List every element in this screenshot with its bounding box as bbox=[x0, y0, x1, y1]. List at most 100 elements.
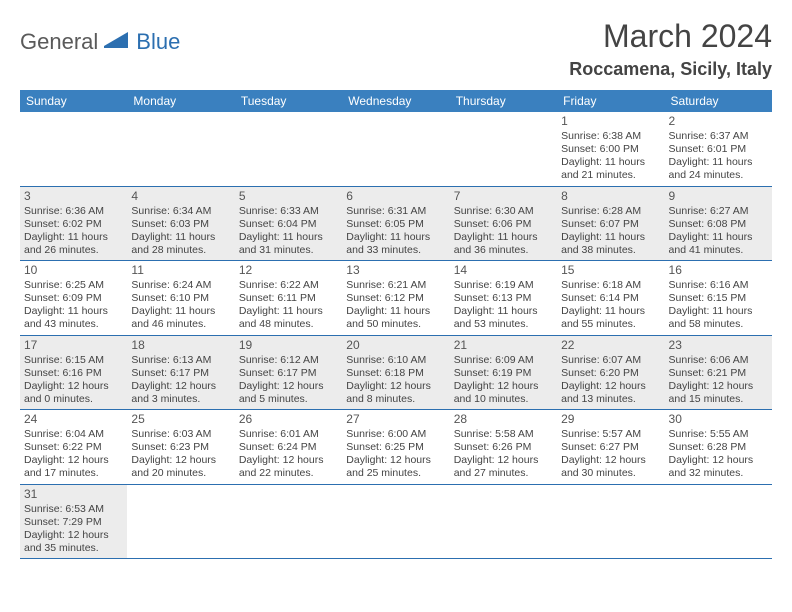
sunset-text: Sunset: 6:24 PM bbox=[239, 441, 338, 454]
calendar-week-row: 10Sunrise: 6:25 AMSunset: 6:09 PMDayligh… bbox=[20, 261, 772, 336]
daylight-text: Daylight: 11 hours bbox=[24, 231, 123, 244]
sunset-text: Sunset: 6:23 PM bbox=[131, 441, 230, 454]
day-number: 8 bbox=[561, 189, 660, 204]
sunrise-text: Sunrise: 6:37 AM bbox=[669, 130, 768, 143]
day-number: 30 bbox=[669, 412, 768, 427]
calendar-day-cell: 11Sunrise: 6:24 AMSunset: 6:10 PMDayligh… bbox=[127, 261, 234, 336]
daylight-text: Daylight: 11 hours bbox=[131, 305, 230, 318]
daylight-text: Daylight: 12 hours bbox=[24, 529, 123, 542]
daylight-text: and 28 minutes. bbox=[131, 244, 230, 257]
calendar-week-row: 1Sunrise: 6:38 AMSunset: 6:00 PMDaylight… bbox=[20, 112, 772, 186]
sunset-text: Sunset: 6:28 PM bbox=[669, 441, 768, 454]
calendar-day-cell: 26Sunrise: 6:01 AMSunset: 6:24 PMDayligh… bbox=[235, 410, 342, 485]
calendar-day-cell bbox=[450, 484, 557, 559]
sunrise-text: Sunrise: 6:25 AM bbox=[24, 279, 123, 292]
sunset-text: Sunset: 6:15 PM bbox=[669, 292, 768, 305]
logo-text-1: General bbox=[20, 29, 98, 55]
sunrise-text: Sunrise: 6:34 AM bbox=[131, 205, 230, 218]
calendar-day-cell bbox=[342, 112, 449, 186]
day-number: 21 bbox=[454, 338, 553, 353]
calendar-day-cell: 19Sunrise: 6:12 AMSunset: 6:17 PMDayligh… bbox=[235, 335, 342, 410]
daylight-text: Daylight: 11 hours bbox=[561, 156, 660, 169]
sunset-text: Sunset: 6:17 PM bbox=[239, 367, 338, 380]
calendar-week-row: 3Sunrise: 6:36 AMSunset: 6:02 PMDaylight… bbox=[20, 186, 772, 261]
title-block: March 2024 Roccamena, Sicily, Italy bbox=[569, 18, 772, 80]
sunset-text: Sunset: 6:11 PM bbox=[239, 292, 338, 305]
daylight-text: Daylight: 11 hours bbox=[669, 156, 768, 169]
weekday-header: Friday bbox=[557, 90, 664, 112]
calendar-day-cell: 23Sunrise: 6:06 AMSunset: 6:21 PMDayligh… bbox=[665, 335, 772, 410]
sunset-text: Sunset: 6:05 PM bbox=[346, 218, 445, 231]
sunrise-text: Sunrise: 6:12 AM bbox=[239, 354, 338, 367]
daylight-text: Daylight: 12 hours bbox=[669, 454, 768, 467]
day-number: 27 bbox=[346, 412, 445, 427]
calendar-day-cell bbox=[127, 484, 234, 559]
calendar-day-cell: 28Sunrise: 5:58 AMSunset: 6:26 PMDayligh… bbox=[450, 410, 557, 485]
day-number: 20 bbox=[346, 338, 445, 353]
daylight-text: Daylight: 12 hours bbox=[239, 454, 338, 467]
sunset-text: Sunset: 6:22 PM bbox=[24, 441, 123, 454]
weekday-header: Tuesday bbox=[235, 90, 342, 112]
sunset-text: Sunset: 6:08 PM bbox=[669, 218, 768, 231]
sunset-text: Sunset: 6:07 PM bbox=[561, 218, 660, 231]
sunset-text: Sunset: 6:01 PM bbox=[669, 143, 768, 156]
daylight-text: and 46 minutes. bbox=[131, 318, 230, 331]
weekday-header: Monday bbox=[127, 90, 234, 112]
daylight-text: and 24 minutes. bbox=[669, 169, 768, 182]
calendar-day-cell: 25Sunrise: 6:03 AMSunset: 6:23 PMDayligh… bbox=[127, 410, 234, 485]
calendar-week-row: 17Sunrise: 6:15 AMSunset: 6:16 PMDayligh… bbox=[20, 335, 772, 410]
sunrise-text: Sunrise: 6:21 AM bbox=[346, 279, 445, 292]
daylight-text: and 58 minutes. bbox=[669, 318, 768, 331]
calendar-week-row: 24Sunrise: 6:04 AMSunset: 6:22 PMDayligh… bbox=[20, 410, 772, 485]
sunset-text: Sunset: 6:19 PM bbox=[454, 367, 553, 380]
calendar-day-cell bbox=[235, 484, 342, 559]
daylight-text: and 32 minutes. bbox=[669, 467, 768, 480]
calendar-day-cell: 21Sunrise: 6:09 AMSunset: 6:19 PMDayligh… bbox=[450, 335, 557, 410]
sunrise-text: Sunrise: 6:22 AM bbox=[239, 279, 338, 292]
day-number: 14 bbox=[454, 263, 553, 278]
calendar-day-cell: 16Sunrise: 6:16 AMSunset: 6:15 PMDayligh… bbox=[665, 261, 772, 336]
daylight-text: Daylight: 11 hours bbox=[131, 231, 230, 244]
sunrise-text: Sunrise: 6:16 AM bbox=[669, 279, 768, 292]
calendar-day-cell: 6Sunrise: 6:31 AMSunset: 6:05 PMDaylight… bbox=[342, 186, 449, 261]
calendar-day-cell: 4Sunrise: 6:34 AMSunset: 6:03 PMDaylight… bbox=[127, 186, 234, 261]
daylight-text: and 13 minutes. bbox=[561, 393, 660, 406]
daylight-text: Daylight: 11 hours bbox=[239, 231, 338, 244]
sunrise-text: Sunrise: 6:27 AM bbox=[669, 205, 768, 218]
calendar-day-cell: 5Sunrise: 6:33 AMSunset: 6:04 PMDaylight… bbox=[235, 186, 342, 261]
sunrise-text: Sunrise: 6:36 AM bbox=[24, 205, 123, 218]
daylight-text: Daylight: 12 hours bbox=[239, 380, 338, 393]
sunset-text: Sunset: 6:09 PM bbox=[24, 292, 123, 305]
calendar-day-cell bbox=[127, 112, 234, 186]
sunrise-text: Sunrise: 6:18 AM bbox=[561, 279, 660, 292]
calendar-day-cell: 30Sunrise: 5:55 AMSunset: 6:28 PMDayligh… bbox=[665, 410, 772, 485]
sunrise-text: Sunrise: 5:58 AM bbox=[454, 428, 553, 441]
day-number: 16 bbox=[669, 263, 768, 278]
calendar-day-cell bbox=[342, 484, 449, 559]
day-number: 13 bbox=[346, 263, 445, 278]
daylight-text: Daylight: 12 hours bbox=[346, 380, 445, 393]
sunset-text: Sunset: 6:12 PM bbox=[346, 292, 445, 305]
daylight-text: Daylight: 12 hours bbox=[131, 454, 230, 467]
calendar-day-cell: 9Sunrise: 6:27 AMSunset: 6:08 PMDaylight… bbox=[665, 186, 772, 261]
sunrise-text: Sunrise: 6:33 AM bbox=[239, 205, 338, 218]
calendar-day-cell bbox=[235, 112, 342, 186]
calendar-day-cell: 29Sunrise: 5:57 AMSunset: 6:27 PMDayligh… bbox=[557, 410, 664, 485]
sunset-text: Sunset: 6:03 PM bbox=[131, 218, 230, 231]
sunrise-text: Sunrise: 6:38 AM bbox=[561, 130, 660, 143]
calendar-day-cell: 10Sunrise: 6:25 AMSunset: 6:09 PMDayligh… bbox=[20, 261, 127, 336]
weekday-header: Sunday bbox=[20, 90, 127, 112]
calendar-day-cell: 7Sunrise: 6:30 AMSunset: 6:06 PMDaylight… bbox=[450, 186, 557, 261]
daylight-text: and 30 minutes. bbox=[561, 467, 660, 480]
daylight-text: and 22 minutes. bbox=[239, 467, 338, 480]
sunset-text: Sunset: 6:04 PM bbox=[239, 218, 338, 231]
daylight-text: Daylight: 11 hours bbox=[561, 231, 660, 244]
sunset-text: Sunset: 6:14 PM bbox=[561, 292, 660, 305]
calendar-day-cell: 3Sunrise: 6:36 AMSunset: 6:02 PMDaylight… bbox=[20, 186, 127, 261]
weekday-header: Saturday bbox=[665, 90, 772, 112]
weekday-header: Thursday bbox=[450, 90, 557, 112]
daylight-text: and 8 minutes. bbox=[346, 393, 445, 406]
sunset-text: Sunset: 6:17 PM bbox=[131, 367, 230, 380]
day-number: 22 bbox=[561, 338, 660, 353]
daylight-text: Daylight: 11 hours bbox=[454, 305, 553, 318]
